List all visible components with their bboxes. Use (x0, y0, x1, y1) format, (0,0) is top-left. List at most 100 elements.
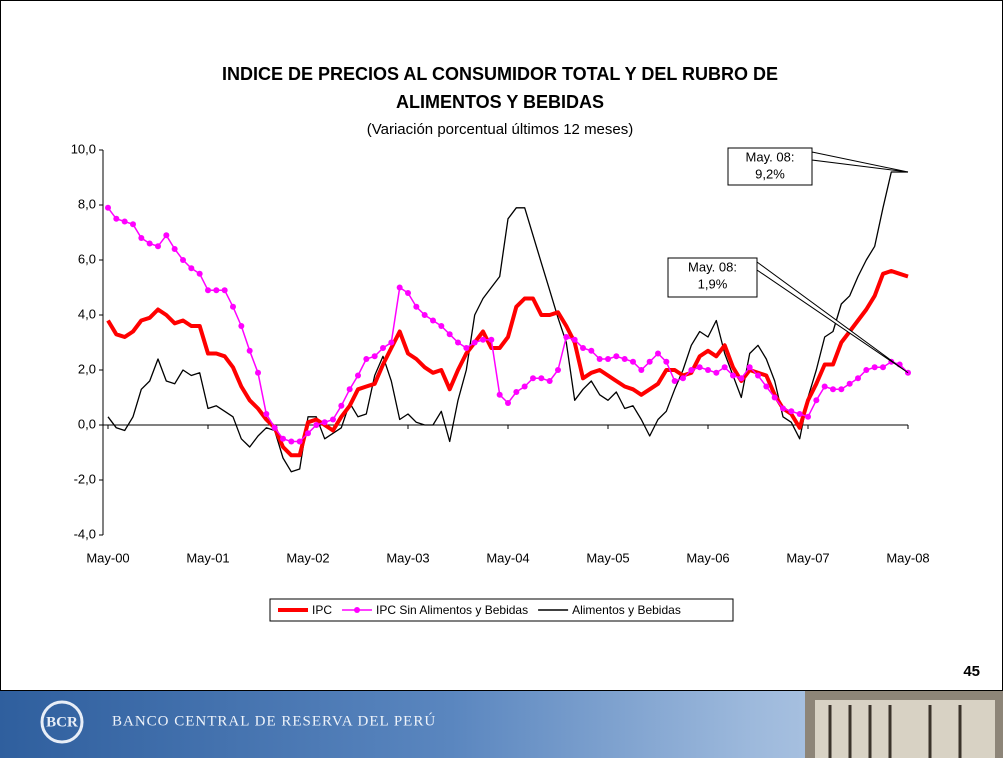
series-marker (872, 364, 878, 370)
series-marker (122, 219, 128, 225)
series-marker (238, 323, 244, 329)
series-marker (522, 384, 528, 390)
legend-label: IPC Sin Alimentos y Bebidas (376, 603, 528, 617)
series-marker (838, 386, 844, 392)
series-marker (430, 318, 436, 324)
series-marker (738, 375, 744, 381)
legend-label: IPC (312, 603, 332, 617)
series-marker (147, 241, 153, 247)
series-marker (388, 340, 394, 346)
series-marker (463, 345, 469, 351)
series-marker (813, 397, 819, 403)
series-marker (138, 235, 144, 241)
series-marker (347, 386, 353, 392)
series-marker (130, 221, 136, 227)
chart-title: INDICE DE PRECIOS AL CONSUMIDOR TOTAL Y … (222, 64, 778, 84)
y-tick-label: 4,0 (78, 306, 96, 321)
series-marker (105, 205, 111, 211)
series-marker (688, 367, 694, 373)
series-marker (397, 285, 403, 291)
series-marker (863, 367, 869, 373)
series-marker (672, 378, 678, 384)
series-marker (405, 290, 411, 296)
x-tick-label: May-02 (286, 550, 329, 565)
x-tick-label: May-07 (786, 550, 829, 565)
series-marker (547, 378, 553, 384)
series-marker (180, 257, 186, 263)
series-marker (313, 422, 319, 428)
series-marker (788, 408, 794, 414)
series-marker (655, 351, 661, 357)
series-marker (213, 287, 219, 293)
footer-photo-detail (815, 700, 995, 758)
series-marker (163, 232, 169, 238)
bank-logo-letters: BCR (46, 714, 78, 730)
footer: BCR BANCO CENTRAL DE RESERVA DEL PERÚ (0, 691, 1003, 758)
series-marker (855, 375, 861, 381)
series-marker (705, 367, 711, 373)
series-marker (697, 364, 703, 370)
series-marker (172, 246, 178, 252)
series-marker (197, 271, 203, 277)
bank-name: BANCO CENTRAL DE RESERVA DEL PERÚ (112, 712, 436, 729)
callout-text: May. 08: (688, 259, 737, 274)
series-marker (822, 384, 828, 390)
series-marker (372, 353, 378, 359)
y-tick-label: 8,0 (78, 196, 96, 211)
series-marker (538, 375, 544, 381)
page-number: 45 (963, 663, 980, 680)
series-marker (113, 216, 119, 222)
series-marker (230, 304, 236, 310)
series-marker (380, 345, 386, 351)
x-tick-label: May-08 (886, 550, 929, 565)
y-tick-label: 2,0 (78, 361, 96, 376)
y-tick-label: 6,0 (78, 251, 96, 266)
series-marker (188, 265, 194, 271)
slide: INDICE DE PRECIOS AL CONSUMIDOR TOTAL Y … (0, 0, 1003, 758)
series-marker (763, 384, 769, 390)
series-marker (613, 353, 619, 359)
series-marker (638, 367, 644, 373)
y-tick-label: -4,0 (74, 526, 96, 541)
series-marker (222, 287, 228, 293)
series-marker (555, 367, 561, 373)
series-marker (630, 359, 636, 365)
series-marker (280, 436, 286, 442)
series-marker (247, 348, 253, 354)
series-marker (288, 439, 294, 445)
callout-text: May. 08: (746, 149, 795, 164)
series-marker (588, 348, 594, 354)
callout-text: 1,9% (698, 276, 728, 291)
series-marker (780, 406, 786, 412)
series-marker (580, 345, 586, 351)
series-marker (488, 337, 494, 343)
series-marker (805, 414, 811, 420)
y-tick-label: -2,0 (74, 471, 96, 486)
callout-text: 9,2% (755, 166, 785, 181)
x-tick-label: May-03 (386, 550, 429, 565)
series-marker (572, 337, 578, 343)
x-tick-label: May-04 (486, 550, 529, 565)
y-tick-label: 10,0 (71, 141, 96, 156)
series-marker (438, 323, 444, 329)
series-marker (263, 411, 269, 417)
series-marker (322, 419, 328, 425)
series-marker (363, 356, 369, 362)
x-tick-label: May-06 (686, 550, 729, 565)
x-tick-label: May-01 (186, 550, 229, 565)
legend-marker (354, 607, 360, 613)
chart-subtitle: (Variación porcentual últimos 12 meses) (367, 121, 634, 138)
series-marker (355, 373, 361, 379)
series-marker (647, 359, 653, 365)
series-marker (772, 395, 778, 401)
x-tick-label: May-00 (86, 550, 129, 565)
series-marker (880, 364, 886, 370)
x-tick-label: May-05 (586, 550, 629, 565)
series-marker (505, 400, 511, 406)
series-marker (722, 364, 728, 370)
series-marker (605, 356, 611, 362)
series-marker (747, 364, 753, 370)
series-marker (680, 375, 686, 381)
y-tick-label: 0,0 (78, 416, 96, 431)
